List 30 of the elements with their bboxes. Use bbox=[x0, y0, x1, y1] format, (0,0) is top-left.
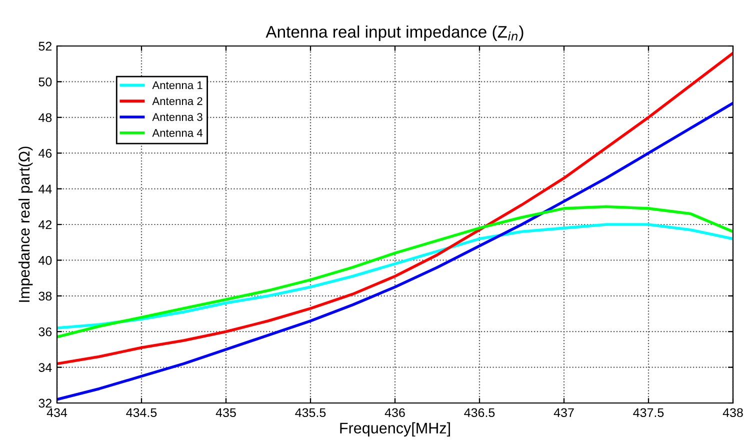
legend-label: Antenna 4 bbox=[152, 129, 203, 137]
x-tick-label: 436 bbox=[384, 408, 405, 418]
line-series bbox=[57, 205, 733, 338]
x-tick-label: 437.5 bbox=[633, 408, 664, 418]
y-axis-title: Impedance real part(Ω) bbox=[18, 146, 33, 302]
chart-title: Antenna real input impedance (Z$_{in}$) bbox=[266, 26, 524, 42]
line-series bbox=[57, 52, 733, 366]
x-tick-label: 434 bbox=[46, 408, 68, 418]
x-tick-label: 436.5 bbox=[464, 408, 495, 418]
y-tick-label: 34 bbox=[38, 363, 52, 372]
legend-label: Antenna 2 bbox=[152, 97, 202, 106]
y-tick-label: 40 bbox=[38, 256, 52, 265]
y-tick-label: 48 bbox=[38, 113, 52, 122]
x-axis-title: Frequency[MHz] bbox=[340, 422, 450, 437]
y-tick-label: 50 bbox=[38, 78, 52, 86]
y-tick-label: 42 bbox=[38, 220, 52, 230]
y-tick-label: 38 bbox=[38, 292, 52, 301]
line-series bbox=[57, 223, 733, 330]
x-tick-label: 438 bbox=[722, 408, 743, 418]
y-tick-label: 46 bbox=[38, 148, 52, 158]
x-tick-label: 435 bbox=[216, 408, 236, 418]
x-tick-label: 437 bbox=[554, 408, 574, 418]
y-tick-label: 44 bbox=[38, 184, 52, 194]
y-tick-label: 32 bbox=[38, 398, 52, 408]
x-tick-label: 434.5 bbox=[126, 408, 157, 418]
legend-label: Antenna 3 bbox=[152, 113, 202, 121]
x-tick-label: 435.5 bbox=[295, 408, 326, 418]
y-tick-label: 52 bbox=[38, 42, 52, 51]
y-tick-label: 36 bbox=[38, 327, 52, 336]
legend-label: Antenna 1 bbox=[152, 81, 202, 90]
